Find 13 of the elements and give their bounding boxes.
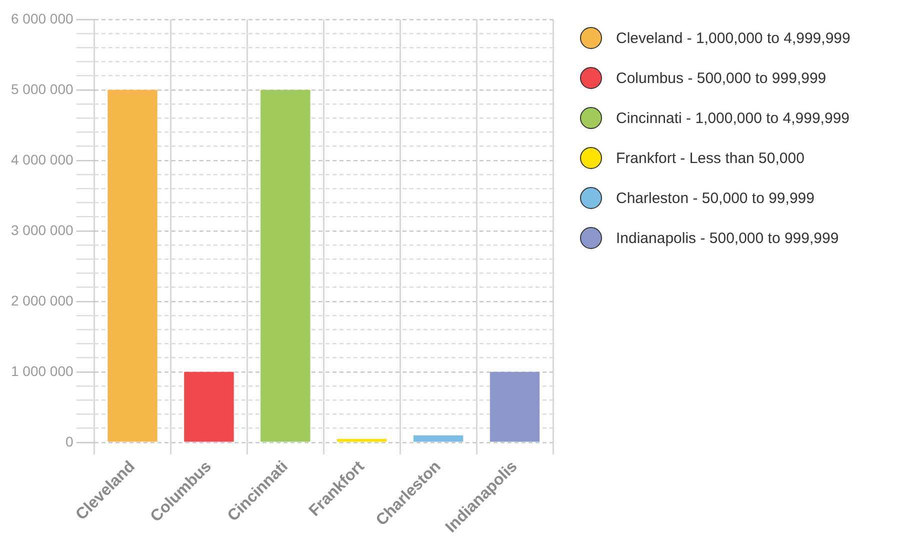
- y-tick-label: 4 000 000: [10, 151, 74, 168]
- legend-label: Cincinnati - 1,000,000 to 4,999,999: [616, 110, 850, 126]
- y-tick-label: 3 000 000: [10, 222, 74, 238]
- y-tick-label: 0: [65, 433, 74, 450]
- y-tick-label: 2 000 000: [10, 292, 74, 308]
- legend-label: Indianapolis - 500,000 to 999,999: [616, 230, 839, 246]
- y-tick-label: 6 000 000: [10, 10, 74, 26]
- legend-label: Charleston - 50,000 to 99,999: [616, 190, 814, 206]
- y-tick-label: 1 000 000: [10, 362, 74, 379]
- legend-label: Cleveland - 1,000,000 to 4,999,999: [616, 30, 850, 46]
- legend-label: Frankfort - Less than 50,000: [616, 150, 804, 166]
- y-tick-label: 5 000 000: [10, 80, 74, 97]
- legend-label: Columbus - 500,000 to 999,999: [616, 70, 826, 86]
